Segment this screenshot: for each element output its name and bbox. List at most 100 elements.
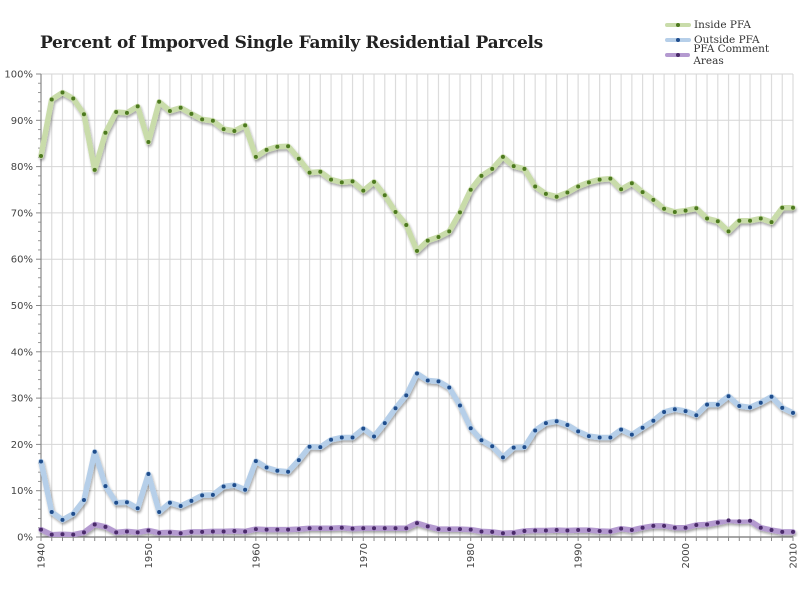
data-point xyxy=(286,527,291,532)
data-point xyxy=(705,402,710,407)
data-point xyxy=(447,385,452,390)
data-point xyxy=(221,127,226,132)
data-point xyxy=(81,530,86,535)
data-point xyxy=(71,511,76,516)
data-point xyxy=(662,409,667,414)
y-tick-label: 40% xyxy=(11,347,33,358)
data-point xyxy=(221,529,226,534)
data-point xyxy=(372,434,377,439)
data-point xyxy=(608,176,613,181)
data-point xyxy=(565,190,570,195)
data-point xyxy=(350,435,355,440)
data-point xyxy=(791,410,795,415)
data-point xyxy=(253,154,258,159)
data-point xyxy=(382,193,387,198)
data-point xyxy=(296,527,301,532)
data-point xyxy=(200,493,205,498)
data-point xyxy=(71,96,76,101)
data-point xyxy=(490,444,495,449)
data-point xyxy=(329,526,334,531)
data-point xyxy=(457,403,462,408)
data-point xyxy=(232,128,237,133)
data-point xyxy=(651,418,656,423)
data-point xyxy=(500,154,505,159)
data-point xyxy=(683,409,688,414)
series-outside-pfa xyxy=(38,370,796,523)
data-point xyxy=(479,438,484,443)
legend-label: Inside PFA xyxy=(694,18,751,31)
data-point xyxy=(92,167,97,172)
data-point xyxy=(694,522,699,527)
data-point xyxy=(243,487,248,492)
y-tick-label: 50% xyxy=(11,301,33,312)
data-point xyxy=(705,522,710,527)
data-point xyxy=(715,219,720,224)
data-point xyxy=(103,484,108,489)
data-point xyxy=(468,426,473,431)
data-point xyxy=(307,444,312,449)
data-point xyxy=(597,177,602,182)
data-point xyxy=(200,117,205,122)
legend-item-inside-pfa: Inside PFA xyxy=(665,17,800,32)
data-point xyxy=(715,402,720,407)
x-tick-label: 1970 xyxy=(359,543,370,568)
data-point xyxy=(135,104,140,109)
data-point xyxy=(307,526,312,531)
data-point xyxy=(415,371,419,376)
data-point xyxy=(500,455,505,460)
data-point xyxy=(135,530,140,535)
legend-label: Outside PFA xyxy=(694,33,760,46)
data-point xyxy=(533,184,538,189)
data-point xyxy=(393,209,398,214)
data-point xyxy=(694,206,699,211)
data-point xyxy=(629,432,634,437)
data-point xyxy=(157,530,162,535)
data-point xyxy=(447,229,452,234)
data-point xyxy=(425,524,430,529)
data-point xyxy=(264,465,269,470)
data-point xyxy=(49,509,54,514)
data-point xyxy=(737,519,742,524)
data-point xyxy=(748,405,753,410)
data-point xyxy=(436,379,441,384)
data-point xyxy=(522,445,527,450)
data-point xyxy=(619,427,624,432)
data-point xyxy=(468,187,473,192)
data-point xyxy=(619,526,624,531)
data-point xyxy=(425,378,430,383)
legend-label: PFA Comment Areas xyxy=(693,42,770,67)
legend-item-outside-pfa: Outside PFA xyxy=(665,32,800,47)
data-point xyxy=(576,429,581,434)
data-point xyxy=(404,222,409,227)
data-point xyxy=(608,529,613,534)
legend: Inside PFA Outside PFA PFA Comment Areas xyxy=(665,17,800,67)
data-point xyxy=(780,205,785,210)
data-point xyxy=(189,111,194,116)
x-tick-label: 2010 xyxy=(789,543,800,568)
data-point xyxy=(791,205,795,210)
data-point xyxy=(726,394,731,399)
data-point xyxy=(640,425,645,430)
data-point xyxy=(780,529,785,534)
data-point xyxy=(103,130,108,135)
data-point xyxy=(586,434,591,439)
data-point xyxy=(651,523,656,528)
data-point xyxy=(157,509,162,514)
y-tick-label: 70% xyxy=(11,208,33,219)
y-tick-label: 100% xyxy=(4,70,33,81)
data-point xyxy=(576,184,581,189)
data-point xyxy=(71,532,76,537)
axes: 0% 10% 20% 30% 40% 50% 60% 70% 80% 90% 100% 1940 195… xyxy=(4,70,799,569)
data-point xyxy=(60,517,65,522)
data-point xyxy=(672,209,677,214)
data-point xyxy=(264,527,269,532)
data-point xyxy=(221,484,226,489)
data-point xyxy=(114,500,119,505)
data-point xyxy=(597,435,602,440)
data-point xyxy=(457,210,462,215)
data-point xyxy=(565,528,570,533)
data-point xyxy=(146,140,151,145)
series-pfa-comment-areas xyxy=(38,517,796,538)
data-point xyxy=(39,153,43,158)
data-point xyxy=(769,394,774,399)
